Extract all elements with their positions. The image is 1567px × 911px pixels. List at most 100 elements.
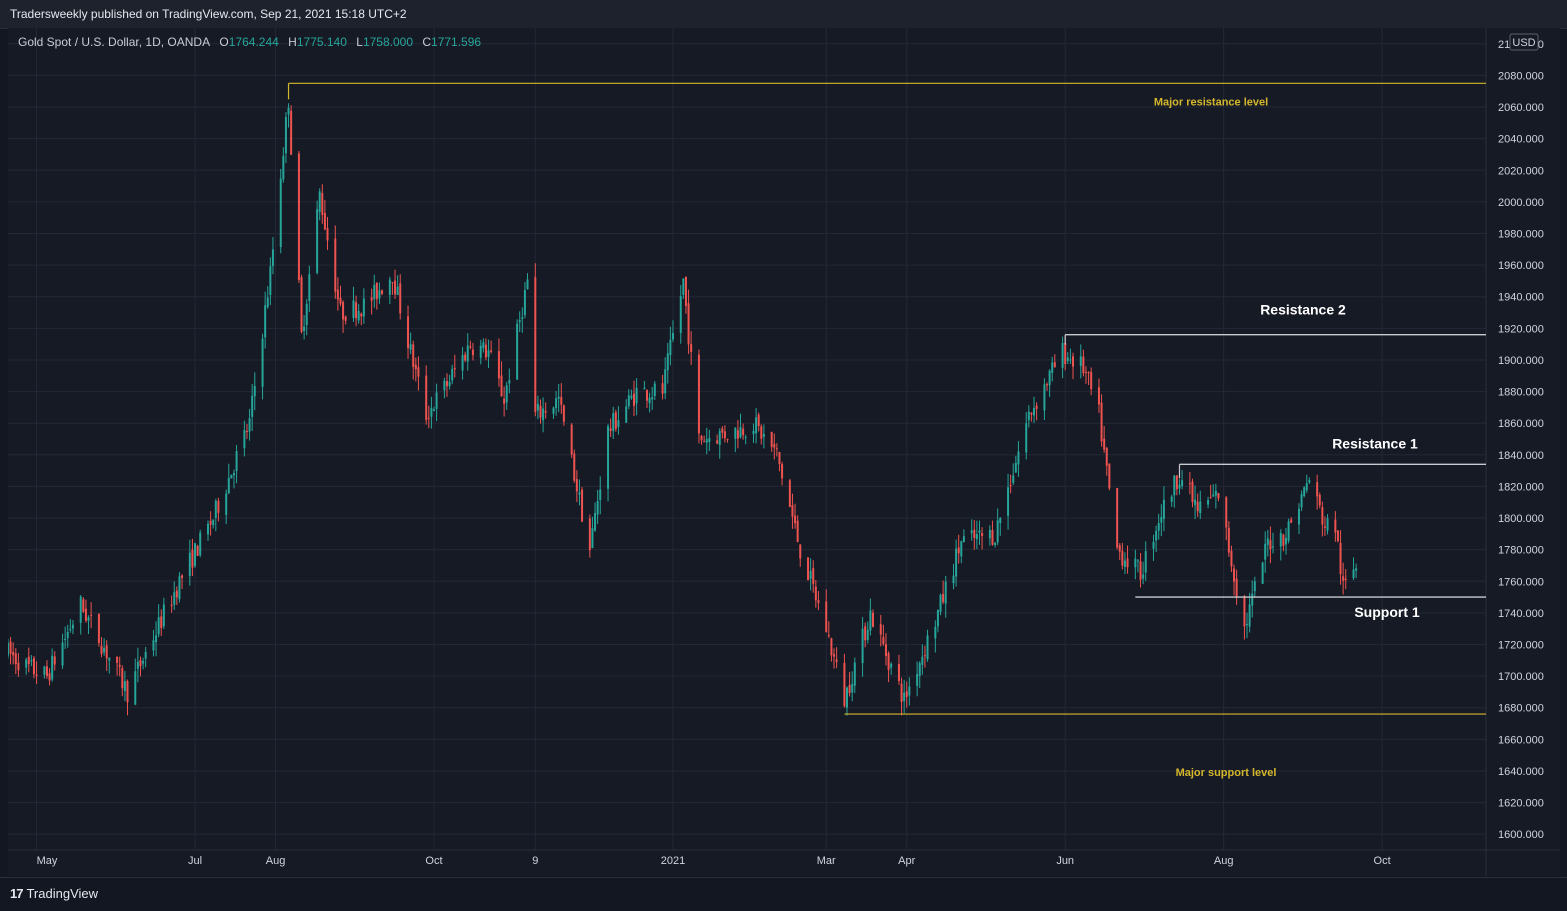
candle-body xyxy=(90,614,93,616)
candle-body xyxy=(342,302,345,320)
high-label: H xyxy=(288,35,297,49)
candle-body xyxy=(1162,499,1165,519)
candle-body xyxy=(269,266,272,295)
candle-body xyxy=(981,533,984,537)
candle-body xyxy=(355,302,358,319)
close-value: 1771.596 xyxy=(431,35,482,49)
x-tick-label: Aug xyxy=(266,855,286,867)
candle-body xyxy=(1214,490,1217,496)
chart-frame[interactable]: 1600.000 1620.000 1640.000 1660.000 1680.000… xyxy=(8,28,1560,876)
candle-body xyxy=(1188,483,1191,485)
candle-body xyxy=(827,635,830,637)
candle-body xyxy=(394,280,397,295)
candle-body xyxy=(1100,402,1103,442)
candle-body xyxy=(1181,480,1184,487)
candle-body xyxy=(30,660,33,662)
candle-body xyxy=(1178,484,1181,489)
symbol-legend: Gold Spot / U.S. Dollar, 1D, OANDA O1764… xyxy=(18,35,487,49)
candle-body xyxy=(352,300,355,318)
candle-body xyxy=(1170,496,1173,502)
candle-body xyxy=(539,405,542,418)
candle-body xyxy=(445,380,448,387)
candle-body xyxy=(297,153,300,281)
level-label: Resistance 1 xyxy=(1332,435,1418,451)
candle-body xyxy=(482,342,485,349)
candle-body xyxy=(8,643,9,656)
candle-body xyxy=(1048,370,1051,386)
candle-body xyxy=(17,662,20,671)
candle-body xyxy=(934,626,937,639)
candle-body xyxy=(679,296,682,334)
candle-body xyxy=(999,517,1002,524)
candle-body xyxy=(1126,558,1129,568)
candle-body xyxy=(61,642,64,666)
candle-body xyxy=(1300,494,1303,508)
candle-body xyxy=(617,420,620,427)
y-tick-label: 1940.000 xyxy=(1498,292,1544,304)
candle-body xyxy=(643,387,646,390)
candle-body xyxy=(282,155,285,180)
candle-body xyxy=(651,397,654,400)
candle-body xyxy=(1069,359,1072,361)
candle-body xyxy=(1308,480,1311,483)
candle-body xyxy=(1105,447,1108,466)
candle-body xyxy=(160,616,163,629)
candle-body xyxy=(1155,530,1158,541)
y-tick-label: 1660.000 xyxy=(1498,734,1544,746)
candle-body xyxy=(173,592,176,605)
candle-body xyxy=(988,529,991,539)
candle-body xyxy=(121,668,124,689)
candle-body xyxy=(1079,356,1082,366)
candle-body xyxy=(905,691,908,697)
candle-body xyxy=(414,364,417,370)
candle-body xyxy=(775,448,778,450)
candle-body xyxy=(575,479,578,492)
candle-body xyxy=(334,238,337,292)
currency-badge xyxy=(1509,33,1539,51)
published-info: Tradersweekly published on TradingView.c… xyxy=(10,7,407,21)
candle-body xyxy=(1233,568,1236,582)
candle-body xyxy=(755,417,758,434)
candle-body xyxy=(955,548,958,577)
candle-body xyxy=(1209,497,1212,499)
candle-body xyxy=(742,428,745,436)
candle-body xyxy=(1066,357,1069,362)
candle-body xyxy=(697,354,700,434)
candle-body xyxy=(1035,405,1038,409)
candle-body xyxy=(1284,537,1287,545)
candle-body xyxy=(887,653,890,670)
open-label: O xyxy=(219,35,229,49)
candle-body xyxy=(817,600,820,603)
candle-body xyxy=(687,303,690,345)
candle-body xyxy=(53,656,56,665)
candle-body xyxy=(814,586,817,601)
candle-body xyxy=(71,624,74,629)
grid-lines xyxy=(8,28,1486,850)
candle-body xyxy=(479,345,482,358)
candle-body xyxy=(490,350,493,352)
candle-body xyxy=(1108,463,1111,489)
x-tick-label: 2021 xyxy=(661,855,685,867)
candle-body xyxy=(781,464,784,479)
candle-body xyxy=(970,530,973,534)
candle-body xyxy=(1007,487,1010,516)
tradingview-logo[interactable]: 17 TradingView xyxy=(10,886,98,901)
candle-body xyxy=(833,654,836,657)
candle-body xyxy=(900,683,903,703)
candle-body xyxy=(762,434,765,437)
candle-body xyxy=(664,369,667,394)
candle-body xyxy=(1316,482,1319,497)
candle-body xyxy=(609,428,612,431)
candle-body xyxy=(1227,527,1230,553)
candle-body xyxy=(391,281,394,283)
candlestick-chart[interactable]: 1600.000 1620.000 1640.000 1660.000 1680.000… xyxy=(8,28,1560,876)
tradingview-brand: TradingView xyxy=(26,886,99,901)
candle-body xyxy=(557,396,560,399)
candle-body xyxy=(957,547,960,554)
candle-body xyxy=(684,276,687,306)
candle-body xyxy=(1144,551,1147,573)
candle-body xyxy=(487,350,490,357)
candle-body xyxy=(809,570,812,579)
x-tick-label: Aug xyxy=(1214,855,1234,867)
candle-body xyxy=(973,529,976,538)
